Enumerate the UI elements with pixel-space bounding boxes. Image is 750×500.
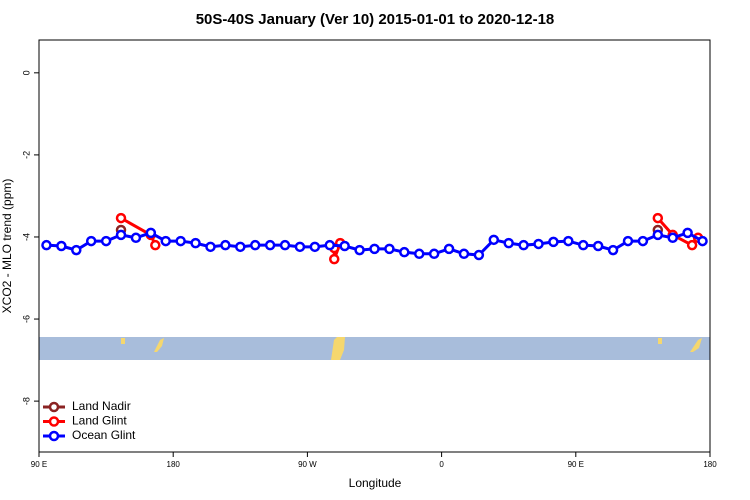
- data-point: [339, 240, 350, 252]
- data-point: [686, 239, 698, 251]
- data-point: [473, 249, 485, 261]
- data-point: [160, 235, 171, 247]
- legend-marker: [48, 416, 60, 427]
- data-point: [533, 238, 544, 250]
- data-point: [249, 239, 261, 251]
- y-tick-label: 0: [21, 70, 31, 75]
- x-tick-label: 0: [439, 460, 444, 469]
- data-point: [652, 212, 664, 224]
- data-point: [488, 234, 500, 246]
- data-point: [428, 248, 440, 260]
- y-axis-label: XCO2 - MLO trend (ppm): [0, 179, 14, 314]
- legend-marker: [48, 430, 60, 442]
- data-point: [563, 235, 574, 247]
- data-point: [637, 235, 649, 247]
- x-tick-label: 90 E: [31, 460, 47, 469]
- data-point: [100, 235, 112, 247]
- data-point: [85, 235, 97, 247]
- data-point: [220, 239, 231, 251]
- y-tick-label: -4: [21, 233, 31, 241]
- data-point: [443, 243, 455, 255]
- data-point: [324, 239, 336, 251]
- data-point: [413, 248, 425, 260]
- chart-title: 50S-40S January (Ver 10) 2015-01-01 to 2…: [196, 11, 555, 28]
- data-point: [697, 235, 708, 247]
- data-point: [115, 229, 127, 241]
- data-point: [235, 241, 246, 253]
- data-point: [264, 239, 276, 251]
- x-axis-label: Longitude: [349, 476, 402, 490]
- data-point: [578, 239, 589, 251]
- land-mask: [121, 337, 702, 360]
- data-point: [667, 232, 678, 244]
- data-point: [145, 227, 157, 239]
- data-point: [354, 244, 365, 256]
- data-point: [592, 240, 604, 252]
- data-point: [205, 241, 216, 253]
- legend-label: Ocean Glint: [72, 428, 136, 442]
- data-point: [652, 229, 664, 241]
- data-point: [607, 244, 619, 256]
- data-point: [328, 253, 340, 265]
- data-point: [309, 241, 321, 253]
- legend-label: Land Nadir: [72, 399, 131, 413]
- data-point: [458, 248, 470, 260]
- data-point: [503, 237, 514, 249]
- data-point: [41, 239, 52, 251]
- data-point: [56, 240, 67, 252]
- data-point: [175, 235, 186, 247]
- data-point: [115, 212, 127, 224]
- data-point: [130, 232, 142, 244]
- data-point: [294, 241, 306, 253]
- y-tick-label: -8: [21, 397, 31, 405]
- x-tick-label: 180: [703, 460, 717, 469]
- data-point: [190, 237, 201, 249]
- data-point: [399, 246, 410, 258]
- data-point: [71, 244, 82, 256]
- data-point: [279, 239, 291, 251]
- legend-marker: [48, 401, 60, 413]
- data-point: [518, 239, 529, 251]
- data-point: [150, 239, 161, 251]
- x-tick-label: 90 W: [298, 460, 317, 469]
- y-tick-label: -6: [21, 315, 31, 323]
- x-tick-label: 90 E: [568, 460, 584, 469]
- data-point: [384, 243, 395, 255]
- legend-label: Land Glint: [72, 414, 127, 428]
- land-mask-band: [39, 337, 710, 360]
- data-point: [548, 236, 559, 248]
- plot-frame: [38, 39, 711, 453]
- data-point: [622, 235, 634, 247]
- data-point: [682, 227, 693, 239]
- y-tick-label: -2: [21, 151, 31, 159]
- data-point: [369, 243, 380, 255]
- x-tick-label: 180: [167, 460, 181, 469]
